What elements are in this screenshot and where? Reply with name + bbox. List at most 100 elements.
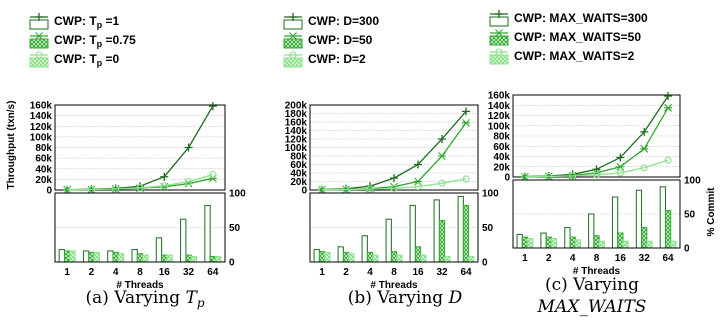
commit-bar bbox=[185, 254, 192, 263]
legend-item: CWP: MAX_WAITS=50 bbox=[489, 29, 641, 46]
data-point bbox=[640, 144, 649, 153]
x-tick-label: 16 bbox=[412, 267, 424, 278]
commit-bar bbox=[540, 232, 547, 249]
y-tick-label: 0 bbox=[301, 186, 307, 197]
data-point bbox=[640, 164, 648, 172]
data-point bbox=[545, 172, 553, 181]
left-axis-label: Throughput (txn/s) bbox=[6, 101, 17, 190]
commit-bar bbox=[324, 251, 331, 263]
x-tick-label: 16 bbox=[615, 253, 627, 264]
commit-bar bbox=[611, 196, 619, 249]
legend-item: CWP: MAX_WAITS=2 bbox=[489, 48, 635, 65]
panel-caption: (b) Varying D bbox=[348, 288, 463, 308]
data-point bbox=[616, 153, 625, 162]
commit-tick-label: 50 bbox=[684, 210, 696, 221]
commit-plot-frame bbox=[512, 179, 681, 249]
y-tick-label: 40k bbox=[35, 164, 52, 175]
x-tick-label: 64 bbox=[460, 267, 472, 278]
commit-bar bbox=[180, 218, 187, 263]
data-point bbox=[136, 184, 144, 192]
y-tick-label: 120k bbox=[488, 111, 511, 122]
commit-bar bbox=[598, 240, 605, 249]
commit-bar bbox=[366, 251, 374, 263]
commit-plot-frame bbox=[309, 192, 479, 263]
data-point bbox=[160, 182, 168, 190]
legend-label-part: =0.75 bbox=[102, 33, 136, 47]
data-point bbox=[664, 156, 672, 164]
commit-bar bbox=[468, 255, 475, 263]
commit-bar bbox=[58, 249, 65, 263]
y-tick-label: 120k bbox=[30, 122, 53, 133]
y-tick-label: 20k bbox=[35, 175, 52, 186]
x-tick-label: 16 bbox=[159, 267, 171, 278]
data-point bbox=[390, 184, 398, 192]
commit-bar bbox=[438, 220, 446, 263]
y-tick-label: 40k bbox=[493, 152, 510, 163]
legend-marker bbox=[35, 13, 43, 21]
commit-bar bbox=[88, 251, 95, 263]
legend-label: CWP: D=300 bbox=[308, 14, 379, 28]
legend-item: CWP: D=2 bbox=[283, 51, 366, 68]
legend-label-part: CWP: T bbox=[54, 52, 97, 66]
commit-bar bbox=[107, 250, 114, 263]
legend-label-part: =1 bbox=[102, 14, 119, 28]
data-point bbox=[208, 102, 217, 111]
legend-label-part: CWP: T bbox=[54, 14, 97, 28]
data-point bbox=[438, 179, 446, 187]
legend-bar-swatch bbox=[29, 38, 49, 49]
legend-label: CWP: D=2 bbox=[308, 52, 366, 66]
commit-bar bbox=[545, 236, 552, 249]
commit-bar bbox=[385, 218, 392, 263]
legend-label: CWP: MAX_WAITS=300 bbox=[514, 11, 648, 25]
commit-bar bbox=[569, 236, 576, 249]
data-point bbox=[592, 171, 601, 179]
legend-bar-swatch bbox=[489, 16, 509, 27]
commit-tick-label: 50 bbox=[482, 223, 494, 234]
legend-label: CWP: Tp =1 bbox=[54, 14, 119, 30]
y-tick-label: 140k bbox=[488, 101, 511, 112]
legend-marker bbox=[289, 51, 297, 59]
commit-tick-label: 0 bbox=[229, 258, 235, 269]
commit-bar bbox=[348, 253, 355, 263]
data-point bbox=[112, 185, 120, 193]
legend-marker bbox=[495, 10, 503, 18]
y-tick-label: 180k bbox=[285, 109, 308, 120]
commit-bar bbox=[215, 255, 222, 263]
data-point bbox=[462, 118, 470, 127]
data-point bbox=[87, 185, 95, 194]
legend-item: CWP: D=300 bbox=[283, 13, 379, 30]
y-tick-label: 160k bbox=[30, 101, 53, 112]
x-tick-label: 32 bbox=[639, 253, 651, 264]
data-point bbox=[664, 103, 673, 112]
legend-item: CWP: D=50 bbox=[283, 32, 373, 49]
legend-label-sub: p bbox=[97, 58, 103, 68]
commit-bar bbox=[420, 254, 427, 263]
y-tick-label: 80k bbox=[493, 132, 510, 143]
commit-bar bbox=[313, 249, 320, 263]
legend-label: CWP: D=50 bbox=[308, 33, 373, 47]
throughput-plot-frame bbox=[309, 104, 479, 191]
y-tick-label: 60k bbox=[290, 160, 307, 171]
commit-bar bbox=[414, 246, 422, 263]
commit-bar bbox=[564, 227, 571, 249]
commit-bar bbox=[659, 186, 666, 249]
commit-bar bbox=[93, 251, 100, 263]
y-tick-label: 100k bbox=[30, 132, 53, 143]
commit-bar bbox=[516, 233, 523, 249]
commit-bar bbox=[550, 237, 558, 249]
data-point bbox=[640, 127, 649, 136]
caption-text: (a) Varying Tp bbox=[85, 288, 204, 310]
caption-text: MAX_WAITS bbox=[537, 297, 647, 317]
x-axis-label: # Threads bbox=[573, 266, 621, 277]
commit-bar bbox=[337, 246, 344, 263]
data-point bbox=[185, 177, 193, 186]
commit-bar bbox=[82, 250, 90, 263]
data-point bbox=[414, 177, 422, 186]
commit-bar bbox=[670, 240, 677, 249]
data-point bbox=[390, 174, 398, 183]
caption-part: D bbox=[448, 288, 463, 308]
commit-bar bbox=[574, 239, 582, 249]
data-point bbox=[414, 160, 422, 169]
x-tick-label: 8 bbox=[137, 267, 143, 278]
